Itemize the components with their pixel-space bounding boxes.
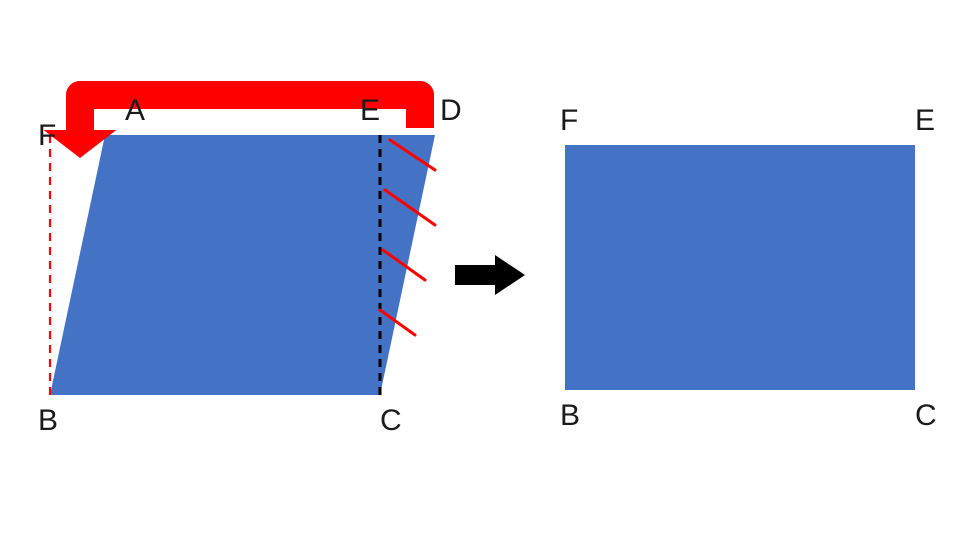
label-left-a: A [125,94,145,127]
label-right-f: F [560,104,578,137]
label-right-b: B [560,399,580,432]
label-left-e: E [360,94,380,127]
label-right-c: C [915,399,937,432]
rectangle-fbce [565,145,915,390]
transform-arrow [455,255,525,295]
sweep-arrow-corner-l [66,81,94,109]
label-right-e: E [915,104,935,137]
label-left-b: B [38,404,58,437]
label-left-c: C [380,404,402,437]
parallelogram-abdc [50,135,435,395]
label-left-f: F [38,119,56,152]
label-left-d: D [440,94,462,127]
sweep-arrow-corner-r [406,81,434,109]
